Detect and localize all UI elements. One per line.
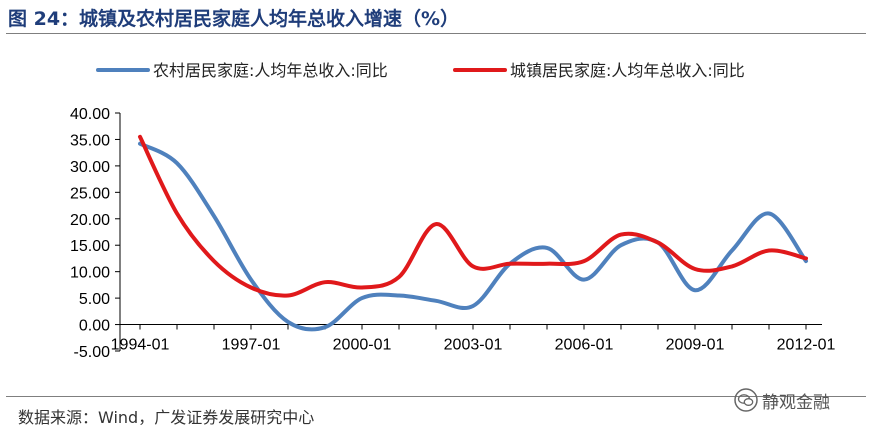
series-line-2 (138, 134, 808, 298)
y-tick-label: 15.00 (70, 238, 110, 255)
x-tick-label: 2003-01 (444, 337, 503, 354)
line-chart: 农村居民家庭:人均年总收入:同比 城镇居民家庭:人均年总收入:同比 40.00 35… (70, 61, 836, 361)
x-tick-label: 2006-01 (555, 337, 614, 354)
chart-legend: 农村居民家庭:人均年总收入:同比 城镇居民家庭:人均年总收入:同比 (96, 61, 745, 80)
title-divider (6, 33, 866, 34)
x-tick-label: 2009-01 (666, 337, 725, 354)
y-axis: 40.00 35.00 30.00 25.00 20.00 15.00 10.00 5.00 0… (70, 106, 121, 361)
x-tick-label: 1997-01 (222, 337, 281, 354)
y-tick-label: 35.00 (70, 132, 110, 149)
watermark: 静观金融 (734, 388, 830, 413)
source-note: 数据来源：Wind，广发证券发展研究中心 (18, 408, 315, 427)
x-tick-label: 2012-01 (777, 337, 836, 354)
legend-label-1: 农村居民家庭:人均年总收入:同比 (153, 61, 388, 80)
series-line-1 (138, 141, 808, 332)
legend-label-2: 城镇居民家庭:人均年总收入:同比 (510, 61, 745, 80)
wechat-icon (734, 388, 758, 412)
y-tick-label: 10.00 (70, 265, 110, 282)
y-tick-label: 5.00 (79, 291, 110, 308)
plot-area (138, 134, 808, 332)
x-tick-label: 2000-01 (333, 337, 392, 354)
watermark-text: 静观金融 (762, 392, 830, 413)
y-tick-label: 20.00 (70, 212, 110, 229)
y-tick-label: -5.00 (74, 344, 111, 361)
x-axis: 1994-01 1997-01 2000-01 2003-01 2006-01 2009-… (111, 324, 836, 354)
figure-title: 图 24：城镇及农村居民家庭人均年总收入增速（%） (8, 8, 460, 30)
y-tick-label: 40.00 (70, 106, 110, 123)
y-tick-label: 25.00 (70, 185, 110, 202)
x-tick-label: 1994-01 (111, 337, 170, 354)
footer-divider (6, 396, 866, 397)
y-tick-label: 0.00 (79, 318, 110, 335)
figure-header: 图 24：城镇及农村居民家庭人均年总收入增速（%） (0, 0, 872, 32)
y-tick-label: 30.00 (70, 159, 110, 176)
